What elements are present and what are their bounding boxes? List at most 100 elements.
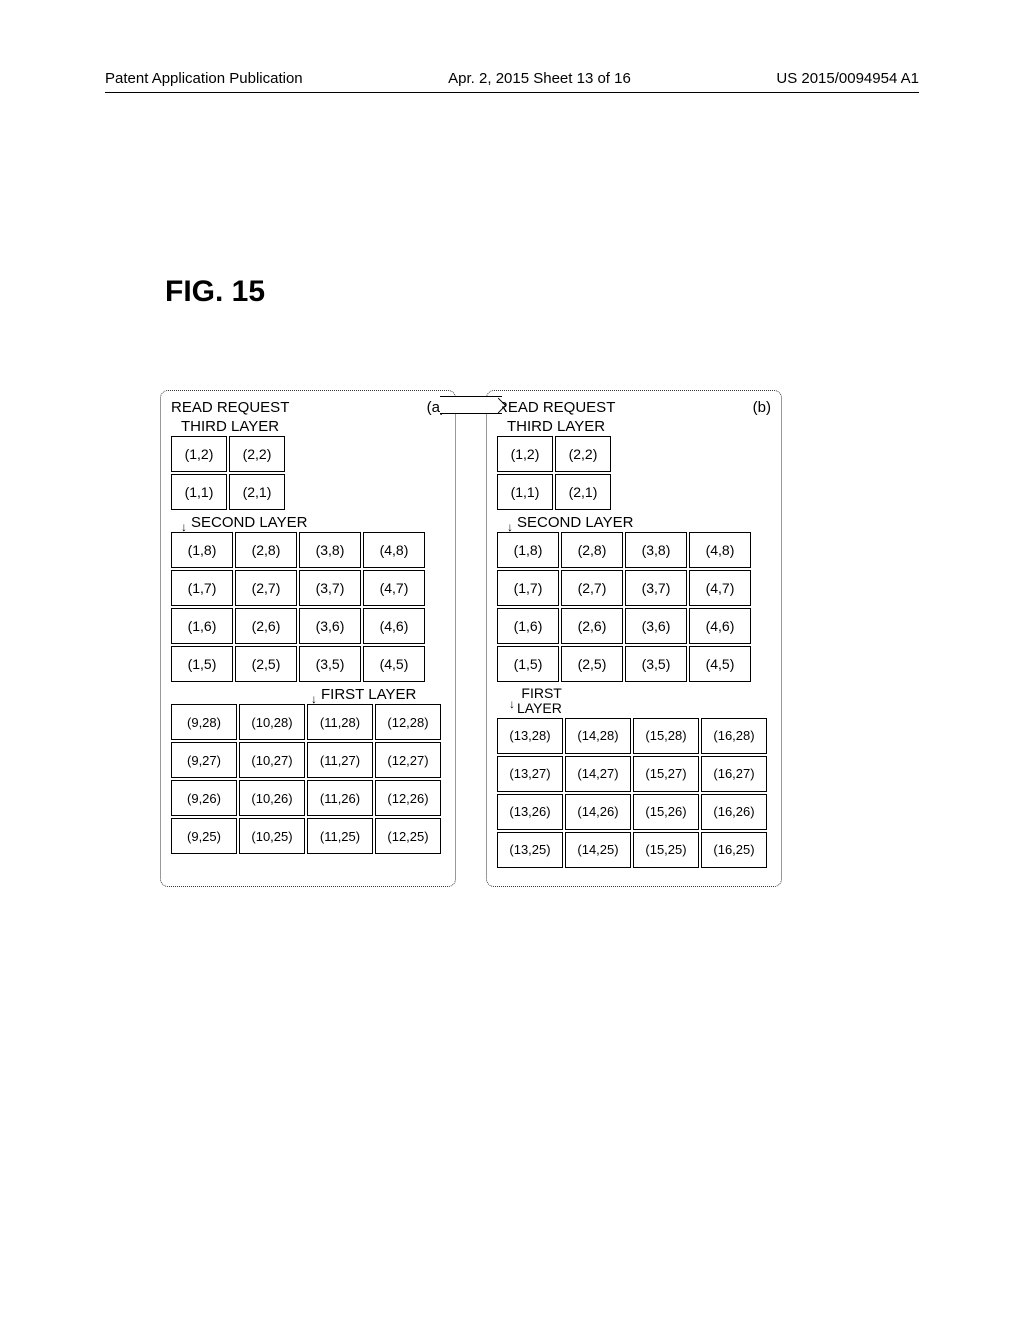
grid-row: (9,25)(10,25)(11,25)(12,25): [171, 818, 445, 854]
grid-cell: (3,7): [625, 570, 687, 606]
grid-cell: (13,25): [497, 832, 563, 868]
grid-cell: (13,28): [497, 718, 563, 754]
panel-marker: (b): [753, 399, 771, 416]
figure-label: FIG. 15: [165, 275, 265, 309]
grid-cell: (4,7): [689, 570, 751, 606]
grid-cell: (1,5): [497, 646, 559, 682]
layer-grid: (1,1)(2,1)(1,2)(2,2): [497, 436, 771, 510]
grid-cell: (10,26): [239, 780, 305, 816]
grid-cell: (14,28): [565, 718, 631, 754]
layer-label: FIRSTLAYER: [507, 686, 767, 717]
grid-cell: (2,2): [229, 436, 285, 472]
grid-cell: (13,26): [497, 794, 563, 830]
panel-title-row: READ REQUEST (b): [497, 399, 771, 416]
grid-cell: (4,8): [363, 532, 425, 568]
arrow-down-icon: [311, 690, 319, 700]
grid-cell: (2,6): [561, 608, 623, 644]
grid-cell: (3,8): [625, 532, 687, 568]
grid-cell: (3,5): [299, 646, 361, 682]
grid-cell: (4,5): [689, 646, 751, 682]
grid-cell: (3,6): [625, 608, 687, 644]
grid-row: (1,5)(2,5)(3,5)(4,5): [171, 646, 445, 682]
grid-cell: (1,2): [497, 436, 553, 472]
layer-grid: (1,1)(2,1)(1,2)(2,2): [171, 436, 445, 510]
grid-cell: (15,25): [633, 832, 699, 868]
grid-cell: (12,25): [375, 818, 441, 854]
grid-row: (1,1)(2,1): [497, 474, 771, 510]
grid-cell: (4,6): [363, 608, 425, 644]
grid-cell: (2,6): [235, 608, 297, 644]
grid-cell: (15,27): [633, 756, 699, 792]
grid-cell: (2,5): [235, 646, 297, 682]
grid-cell: (1,8): [497, 532, 559, 568]
grid-row: (1,6)(2,6)(3,6)(4,6): [171, 608, 445, 644]
grid-cell: (4,8): [689, 532, 751, 568]
grid-cell: (11,26): [307, 780, 373, 816]
layer-label: SECOND LAYER: [507, 514, 771, 531]
arrow-down-icon: [507, 518, 515, 528]
grid-cell: (14,27): [565, 756, 631, 792]
panel-connector: [440, 396, 502, 414]
grid-cell: (2,2): [555, 436, 611, 472]
layer-name: THIRD LAYER: [507, 418, 605, 435]
grid-cell: (9,26): [171, 780, 237, 816]
grid-cell: (13,27): [497, 756, 563, 792]
layer-section: SECOND LAYER(1,5)(2,5)(3,5)(4,5)(1,6)(2,…: [171, 514, 445, 682]
panel-b: READ REQUEST(b)THIRD LAYER(1,1)(2,1)(1,2…: [486, 390, 782, 887]
grid-cell: (2,8): [561, 532, 623, 568]
arrow-down-icon: [507, 696, 515, 706]
panel-title: READ REQUEST: [497, 399, 615, 416]
grid-row: (13,27)(14,27)(15,27)(16,27): [497, 756, 771, 792]
header-center: Apr. 2, 2015 Sheet 13 of 16: [448, 70, 631, 87]
header-left: Patent Application Publication: [105, 70, 303, 87]
grid-row: (13,28)(14,28)(15,28)(16,28): [497, 718, 771, 754]
grid-cell: (9,25): [171, 818, 237, 854]
layer-label: FIRST LAYER: [311, 686, 445, 703]
layer-label: SECOND LAYER: [181, 514, 445, 531]
grid-cell: (15,28): [633, 718, 699, 754]
grid-row: (9,28)(10,28)(11,28)(12,28): [171, 704, 445, 740]
grid-cell: (16,25): [701, 832, 767, 868]
grid-cell: (10,27): [239, 742, 305, 778]
grid-cell: (3,6): [299, 608, 361, 644]
layer-grid: (1,5)(2,5)(3,5)(4,5)(1,6)(2,6)(3,6)(4,6)…: [497, 532, 771, 682]
grid-cell: (12,28): [375, 704, 441, 740]
layer-name: SECOND LAYER: [191, 514, 307, 531]
layer-section: THIRD LAYER(1,1)(2,1)(1,2)(2,2): [497, 418, 771, 510]
grid-cell: (2,1): [229, 474, 285, 510]
grid-cell: (3,7): [299, 570, 361, 606]
grid-row: (1,5)(2,5)(3,5)(4,5): [497, 646, 771, 682]
grid-cell: (4,7): [363, 570, 425, 606]
grid-row: (13,25)(14,25)(15,25)(16,25): [497, 832, 771, 868]
grid-cell: (4,5): [363, 646, 425, 682]
layer-name: SECOND LAYER: [517, 514, 633, 531]
layer-section: THIRD LAYER(1,1)(2,1)(1,2)(2,2): [171, 418, 445, 510]
grid-cell: (2,7): [561, 570, 623, 606]
layer-section: FIRSTLAYER(13,25)(14,25)(15,25)(16,25)(1…: [497, 686, 771, 868]
grid-row: (13,26)(14,26)(15,26)(16,26): [497, 794, 771, 830]
grid-cell: (2,1): [555, 474, 611, 510]
page-header: Patent Application Publication Apr. 2, 2…: [105, 70, 919, 93]
panels-container: READ REQUEST(a)THIRD LAYER(1,1)(2,1)(1,2…: [160, 390, 782, 887]
grid-cell: (12,26): [375, 780, 441, 816]
grid-cell: (16,27): [701, 756, 767, 792]
grid-cell: (11,28): [307, 704, 373, 740]
grid-cell: (1,1): [171, 474, 227, 510]
grid-cell: (9,28): [171, 704, 237, 740]
grid-row: (1,8)(2,8)(3,8)(4,8): [497, 532, 771, 568]
grid-cell: (1,7): [497, 570, 559, 606]
grid-cell: (2,5): [561, 646, 623, 682]
grid-cell: (1,2): [171, 436, 227, 472]
layer-grid: (9,25)(10,25)(11,25)(12,25)(9,26)(10,26)…: [171, 704, 445, 854]
grid-row: (1,2)(2,2): [497, 436, 771, 472]
grid-cell: (3,8): [299, 532, 361, 568]
layer-section: FIRST LAYER(9,25)(10,25)(11,25)(12,25)(9…: [171, 686, 445, 854]
layer-grid: (1,5)(2,5)(3,5)(4,5)(1,6)(2,6)(3,6)(4,6)…: [171, 532, 445, 682]
grid-cell: (14,26): [565, 794, 631, 830]
grid-cell: (2,8): [235, 532, 297, 568]
grid-cell: (1,8): [171, 532, 233, 568]
grid-cell: (9,27): [171, 742, 237, 778]
grid-cell: (2,7): [235, 570, 297, 606]
grid-cell: (1,6): [497, 608, 559, 644]
layer-section: SECOND LAYER(1,5)(2,5)(3,5)(4,5)(1,6)(2,…: [497, 514, 771, 682]
